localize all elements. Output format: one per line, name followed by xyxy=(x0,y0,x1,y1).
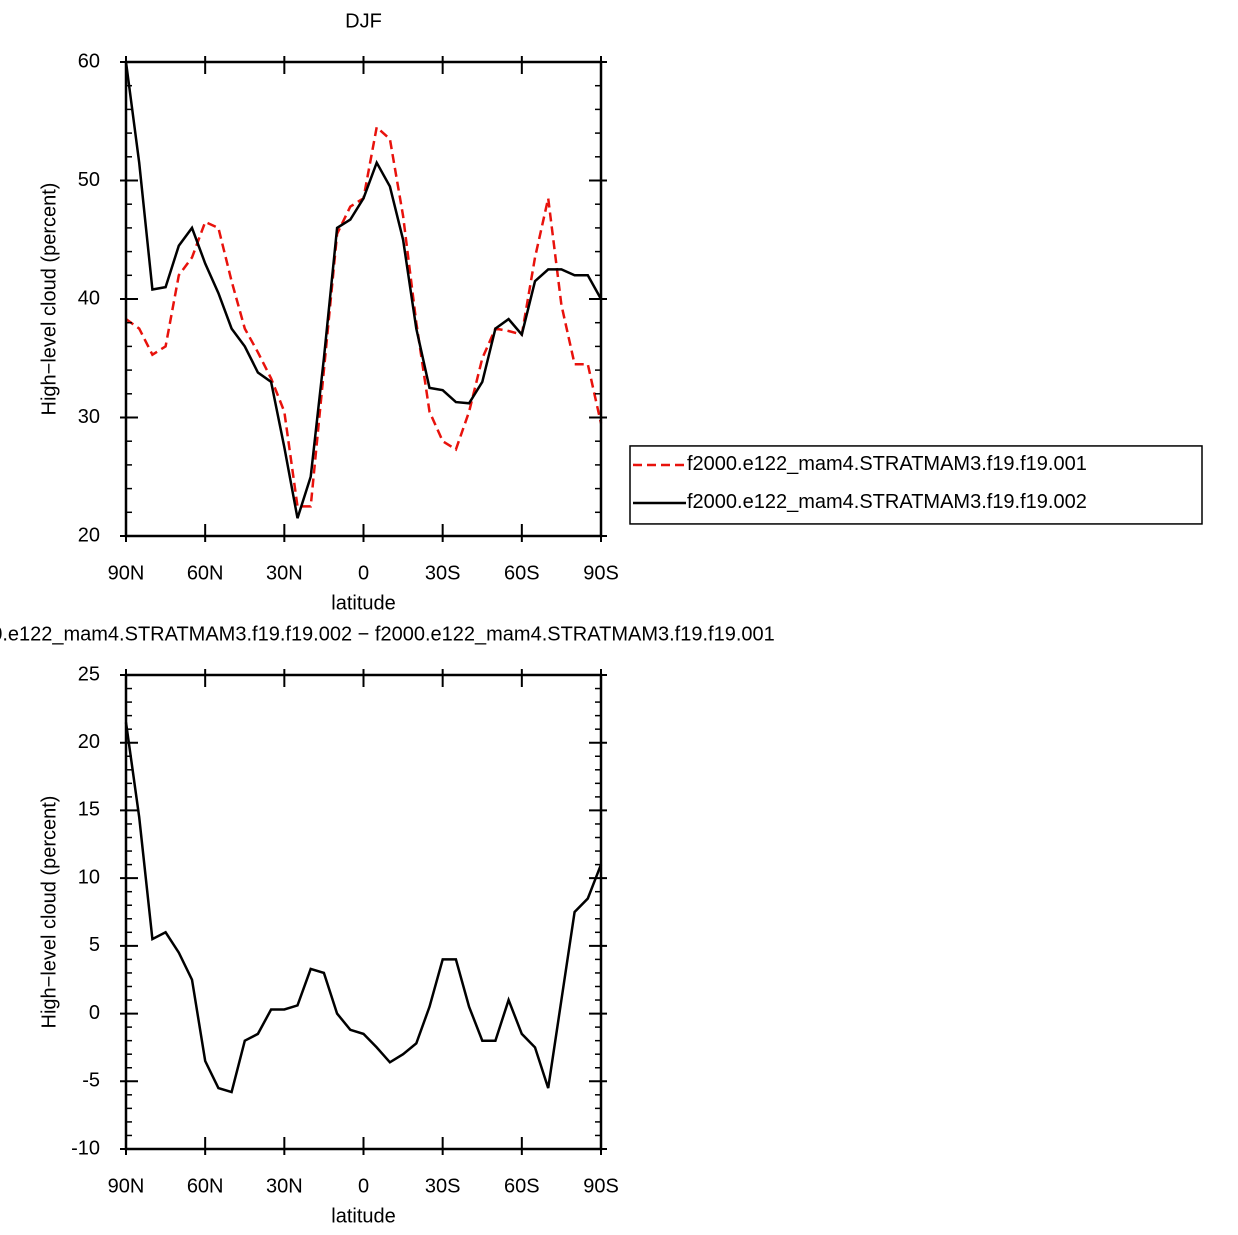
x-tick-label: 90S xyxy=(583,562,619,584)
legend-label: f2000.e122_mam4.STRATMAM3.f19.f19.002 xyxy=(687,491,1087,513)
plot-frame xyxy=(124,673,603,1151)
x-tick-label: 90N xyxy=(108,1175,145,1197)
x-tick-label: 60S xyxy=(504,1175,540,1197)
y-tick-label: 40 xyxy=(78,287,100,309)
x-tick-label: 60N xyxy=(187,1175,224,1197)
x-axis-label: latitude xyxy=(331,1205,396,1227)
x-tick-label: 0 xyxy=(358,562,369,584)
x-tick-label: 60N xyxy=(187,562,224,584)
x-tick-label: 30N xyxy=(266,562,303,584)
x-tick-label: 0 xyxy=(358,1175,369,1197)
data-line xyxy=(124,722,603,1094)
data-line xyxy=(124,61,603,519)
y-tick-label: -10 xyxy=(71,1137,100,1159)
y-tick-label: 50 xyxy=(78,169,100,191)
y-axis-label: High−level cloud (percent) xyxy=(38,183,60,416)
y-tick-label: 10 xyxy=(78,866,100,888)
y-tick-label: 60 xyxy=(78,50,100,72)
chart-title: DJF xyxy=(345,10,382,32)
y-tick-label: 5 xyxy=(89,934,100,956)
x-tick-label: 30S xyxy=(425,562,461,584)
legend-label: f2000.e122_mam4.STRATMAM3.f19.f19.001 xyxy=(687,453,1087,475)
x-tick-label: 60S xyxy=(504,562,540,584)
data-line xyxy=(125,124,603,508)
legend-box xyxy=(629,445,1203,525)
y-axis-label: High−level cloud (percent) xyxy=(38,796,60,1029)
y-tick-label: 30 xyxy=(78,406,100,428)
x-tick-label: 30S xyxy=(425,1175,461,1197)
y-tick-label: -5 xyxy=(82,1070,100,1092)
y-tick-label: 20 xyxy=(78,731,100,753)
x-tick-label: 30N xyxy=(266,1175,303,1197)
y-tick-label: 20 xyxy=(78,524,100,546)
y-tick-label: 25 xyxy=(78,663,100,685)
x-axis-label: latitude xyxy=(331,592,396,614)
y-tick-label: 15 xyxy=(78,799,100,821)
x-tick-label: 90N xyxy=(108,562,145,584)
chart-title: f2000.e122_mam4.STRATMAM3.f19.f19.002 − … xyxy=(0,623,775,645)
y-tick-label: 0 xyxy=(89,1002,100,1024)
x-tick-label: 90S xyxy=(583,1175,619,1197)
